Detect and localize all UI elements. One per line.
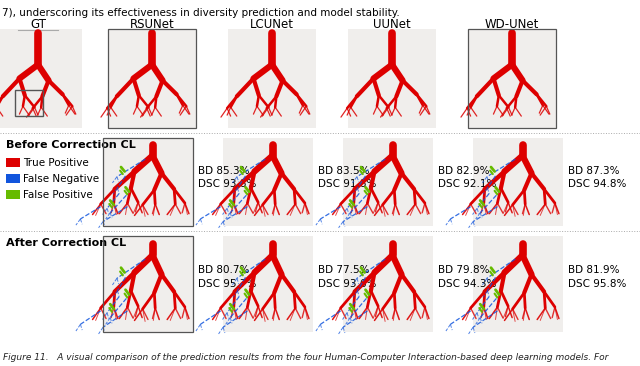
Text: LCUNet: LCUNet — [250, 18, 294, 31]
Text: DSC 95.7%: DSC 95.7% — [198, 279, 257, 289]
Text: GT: GT — [30, 18, 46, 31]
Bar — [468, 29, 556, 128]
Bar — [103, 236, 193, 332]
Text: RSUNet: RSUNet — [130, 18, 174, 31]
Bar — [228, 29, 316, 128]
Text: BD 82.9%: BD 82.9% — [438, 167, 490, 176]
Text: BD 80.7%: BD 80.7% — [198, 265, 250, 274]
Bar — [6, 158, 20, 167]
Bar — [343, 236, 433, 332]
Bar — [223, 236, 313, 332]
Text: DSC 93.8%: DSC 93.8% — [198, 179, 257, 189]
Text: DSC 91.8%: DSC 91.8% — [318, 179, 376, 189]
Bar — [0, 29, 82, 128]
Text: False Negative: False Negative — [23, 173, 99, 183]
Bar — [473, 236, 563, 332]
Bar — [103, 236, 193, 332]
Bar — [6, 190, 20, 199]
Text: UUNet: UUNet — [373, 18, 411, 31]
Text: BD 83.5%: BD 83.5% — [318, 167, 369, 176]
Bar — [468, 29, 556, 128]
Bar — [103, 138, 193, 226]
Text: DSC 93.6%: DSC 93.6% — [318, 279, 376, 289]
Text: DSC 92.1%: DSC 92.1% — [438, 179, 497, 189]
Text: BD 85.3%: BD 85.3% — [198, 167, 250, 176]
Text: WD-UNet: WD-UNet — [485, 18, 539, 31]
Text: Figure 11.   A visual comparison of the prediction results from the four Human-C: Figure 11. A visual comparison of the pr… — [3, 353, 609, 362]
Bar — [348, 29, 436, 128]
Text: After Correction CL: After Correction CL — [6, 238, 126, 248]
Text: DSC 94.8%: DSC 94.8% — [568, 179, 627, 189]
Bar — [223, 138, 313, 226]
Text: BD 77.5%: BD 77.5% — [318, 265, 369, 274]
Text: BD 81.9%: BD 81.9% — [568, 265, 620, 274]
Bar — [343, 138, 433, 226]
Bar — [103, 138, 193, 226]
Text: Before Correction CL: Before Correction CL — [6, 140, 136, 150]
Text: DSC 94.3%: DSC 94.3% — [438, 279, 497, 289]
Bar — [108, 29, 196, 128]
Bar — [6, 174, 20, 183]
Text: False Positive: False Positive — [23, 190, 93, 199]
Bar — [473, 138, 563, 226]
Text: BD 79.8%: BD 79.8% — [438, 265, 490, 274]
Bar — [108, 29, 196, 128]
Text: DSC 95.8%: DSC 95.8% — [568, 279, 627, 289]
Bar — [15, 90, 44, 116]
Text: True Positive: True Positive — [23, 157, 89, 168]
Text: BD 87.3%: BD 87.3% — [568, 167, 620, 176]
Text: 7), underscoring its effectiveness in diversity prediction and model stability.: 7), underscoring its effectiveness in di… — [2, 8, 400, 18]
